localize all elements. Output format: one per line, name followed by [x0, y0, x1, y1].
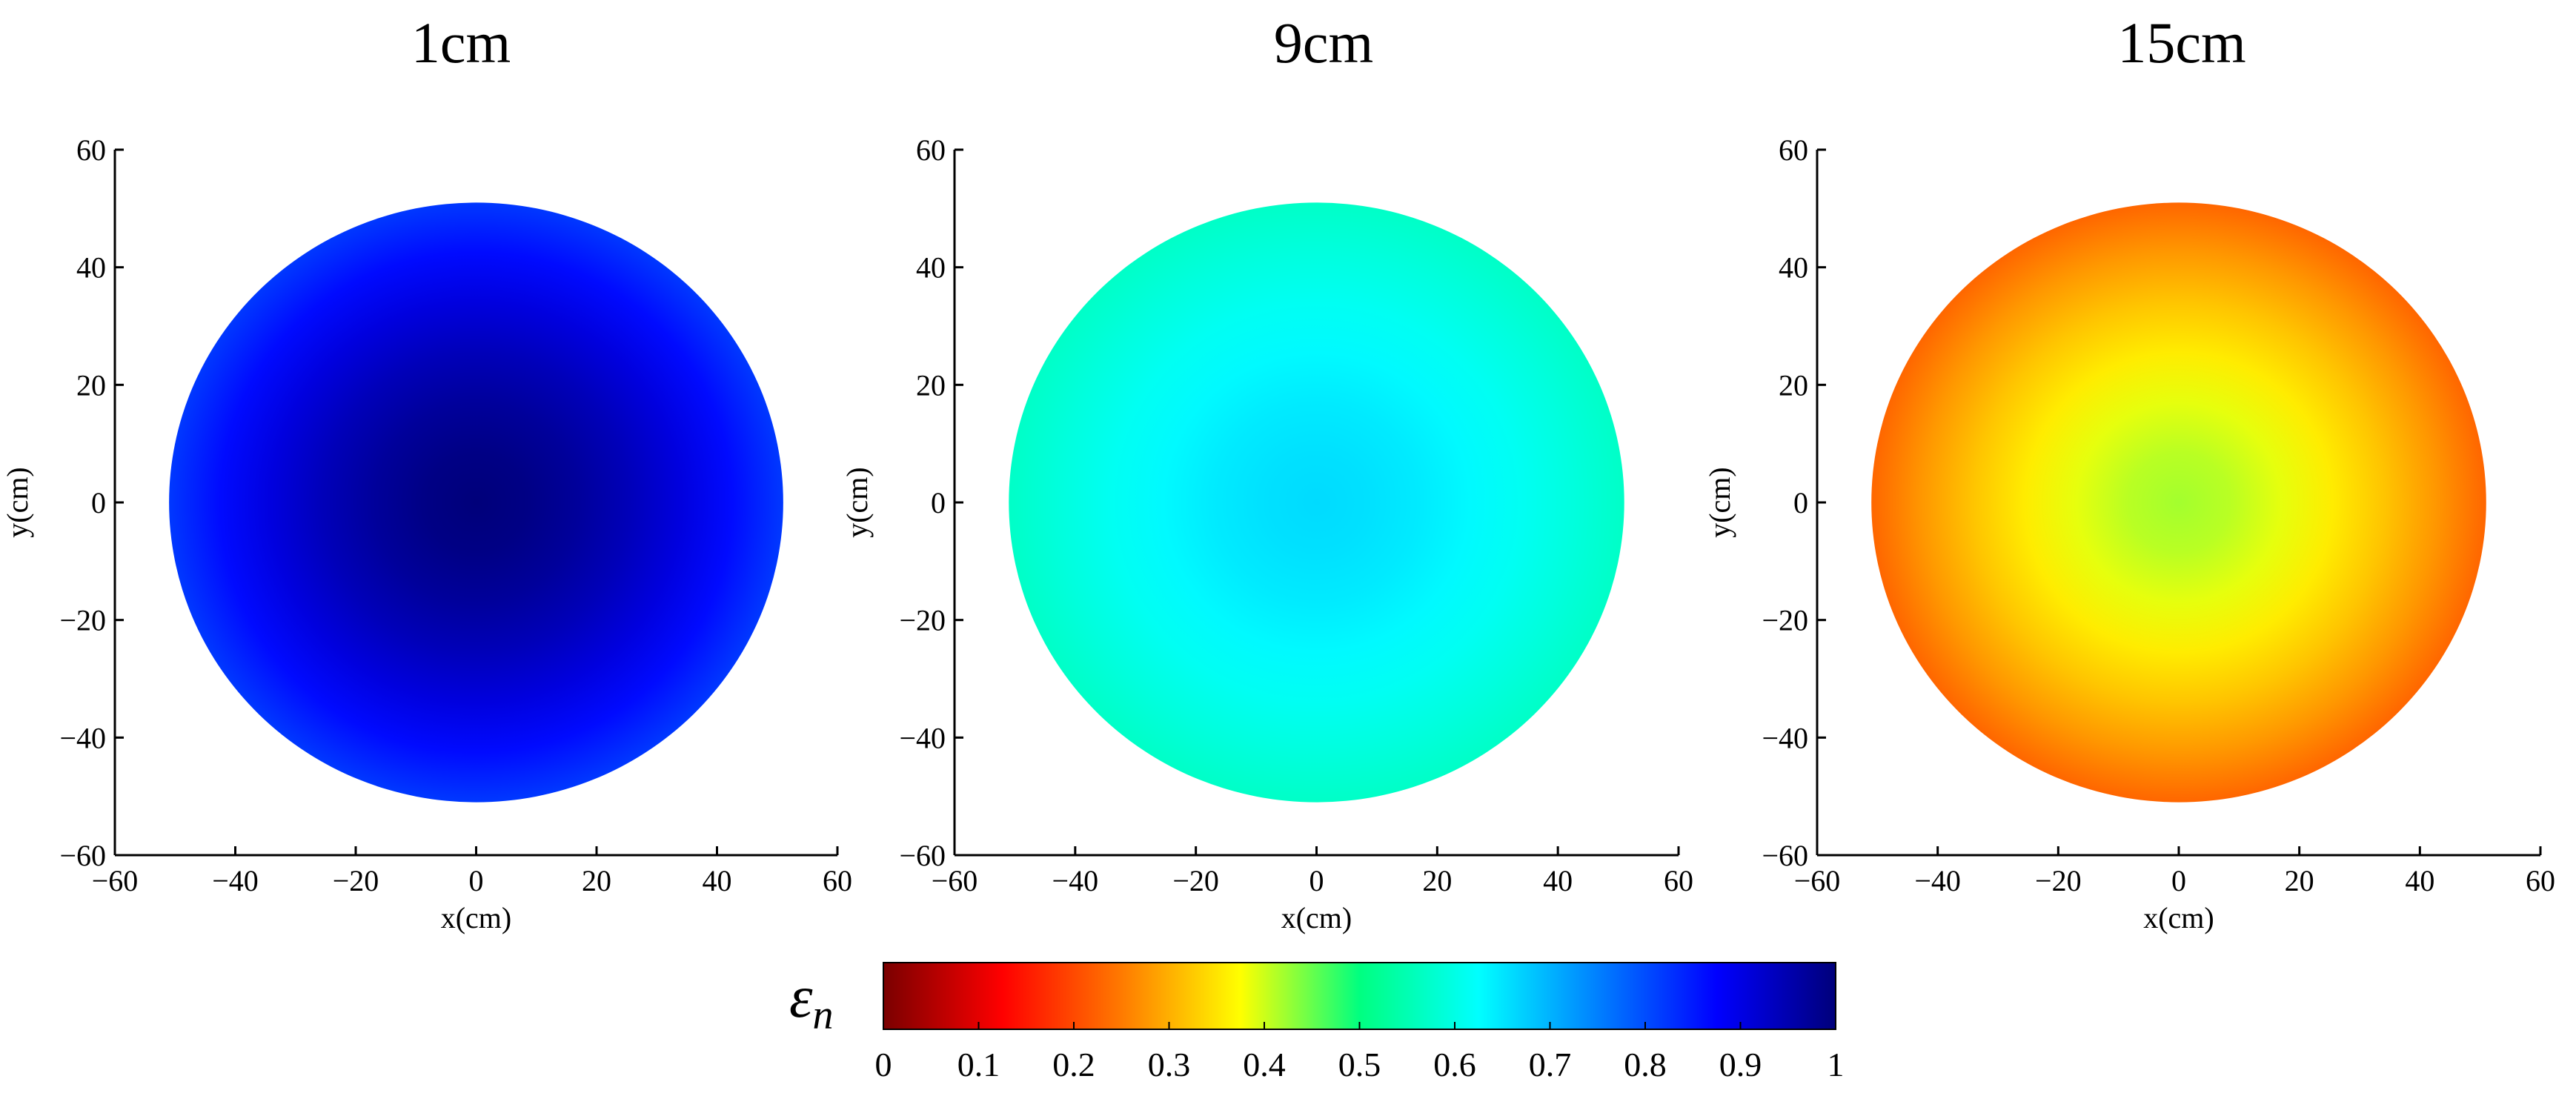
- colorbar-tick-label: 0.2: [1052, 1046, 1095, 1083]
- x-tick-label: 20: [582, 864, 611, 897]
- x-tick-label: 0: [1309, 864, 1324, 897]
- colorbar-ticks: 0 0.1 0.2 0.3 0.4 0.5 0.6 0.7 0.8 0.9 1: [875, 1022, 1845, 1083]
- x-tick-label: 40: [703, 864, 732, 897]
- colorbar-tick-label: 0.1: [957, 1046, 1000, 1083]
- panel-title: 15cm: [2117, 10, 2245, 75]
- x-tick-label: −40: [1914, 864, 1961, 897]
- colorbar-tick-label: 0.6: [1433, 1046, 1476, 1083]
- panel-2: 9cm −60 −40 −20 0 20 40 60 60 40 20 0 −20 −40 −60 x(cm)…: [840, 10, 1693, 934]
- y-tick-label: −20: [899, 604, 946, 637]
- x-tick-label: 40: [1543, 864, 1573, 897]
- colorbar-label: εn: [789, 965, 834, 1038]
- x-tick-label: −40: [1052, 864, 1099, 897]
- colorbar-tick-label: 0.8: [1624, 1046, 1667, 1083]
- x-tick-label: 60: [823, 864, 852, 897]
- colorbar-tick-label: 0: [875, 1046, 892, 1083]
- y-axis-label: y(cm): [1, 467, 34, 538]
- y-tick-label: 0: [931, 486, 946, 519]
- y-tick-label: −60: [1762, 839, 1808, 872]
- y-tick-label: −20: [59, 604, 106, 637]
- y-tick-label: −40: [59, 721, 106, 754]
- x-tick-label: −20: [2035, 864, 2082, 897]
- x-tick-label: 0: [2171, 864, 2186, 897]
- colorbar: εn 0 0.1 0.2 0.3 0.4 0.5 0.6 0.7 0.8 0.9 1: [789, 962, 1845, 1083]
- y-axis-label: y(cm): [840, 467, 874, 538]
- colorbar-tick-label: 0.9: [1719, 1046, 1762, 1083]
- panels-layer: 1cm −60 −40 −20 0 20 40 60 60 40 20 0 −20 −40 −60 x(cm)…: [1, 10, 2555, 934]
- y-tick-label: 20: [1779, 368, 1808, 402]
- heatmap-disk: [1009, 202, 1624, 803]
- y-tick-label: 40: [1779, 251, 1808, 285]
- y-tick-label: −40: [1762, 721, 1808, 754]
- heatmap-disk: [169, 202, 783, 803]
- y-tick-label: 0: [1793, 486, 1808, 519]
- y-tick-label: −60: [899, 839, 946, 872]
- x-tick-label: 0: [469, 864, 484, 897]
- y-tick-label: 60: [1779, 133, 1808, 167]
- colorbar-tick-label: 0.3: [1148, 1046, 1191, 1083]
- x-tick-label: 20: [1422, 864, 1452, 897]
- heatmap-disk: [1871, 202, 2486, 803]
- y-tick-label: 40: [916, 251, 946, 285]
- panel-title: 1cm: [411, 10, 511, 75]
- colorbar-tick-label: 0.4: [1243, 1046, 1286, 1083]
- x-tick-label: 60: [2526, 864, 2555, 897]
- y-tick-label: 20: [916, 368, 946, 402]
- y-tick-label: 60: [916, 133, 946, 167]
- x-tick-label: 40: [2405, 864, 2434, 897]
- x-tick-label: −40: [212, 864, 259, 897]
- panel-1: 1cm −60 −40 −20 0 20 40 60 60 40 20 0 −20 −40 −60 x(cm)…: [1, 10, 852, 934]
- x-axis-label: x(cm): [1281, 901, 1352, 934]
- y-tick-label: −20: [1762, 604, 1808, 637]
- x-tick-label: −60: [932, 864, 978, 897]
- y-tick-label: −40: [899, 721, 946, 754]
- y-tick-label: 40: [76, 251, 106, 285]
- x-tick-label: −20: [1172, 864, 1219, 897]
- panel-title: 9cm: [1274, 10, 1373, 75]
- x-tick-label: 60: [1664, 864, 1693, 897]
- colorbar-gradient: [883, 962, 1836, 1030]
- x-axis-label: x(cm): [441, 901, 512, 934]
- y-axis-label: y(cm): [1703, 467, 1736, 538]
- y-tick-label: −60: [59, 839, 106, 872]
- x-tick-label: 20: [2285, 864, 2314, 897]
- y-tick-label: 60: [76, 133, 106, 167]
- colorbar-tick-label: 0.7: [1529, 1046, 1572, 1083]
- colorbar-tick-label: 1: [1828, 1046, 1845, 1083]
- panel-3: 15cm −60 −40 −20 0 20 40 60 60 40 20 0 −20 −40 −60 x(cm…: [1703, 10, 2555, 934]
- y-tick-label: 0: [91, 486, 106, 519]
- x-tick-label: −60: [92, 864, 139, 897]
- colorbar-tick-label: 0.5: [1338, 1046, 1381, 1083]
- y-tick-label: 20: [76, 368, 106, 402]
- x-tick-label: −60: [1794, 864, 1841, 897]
- x-axis-label: x(cm): [2143, 901, 2214, 934]
- x-tick-label: −20: [333, 864, 379, 897]
